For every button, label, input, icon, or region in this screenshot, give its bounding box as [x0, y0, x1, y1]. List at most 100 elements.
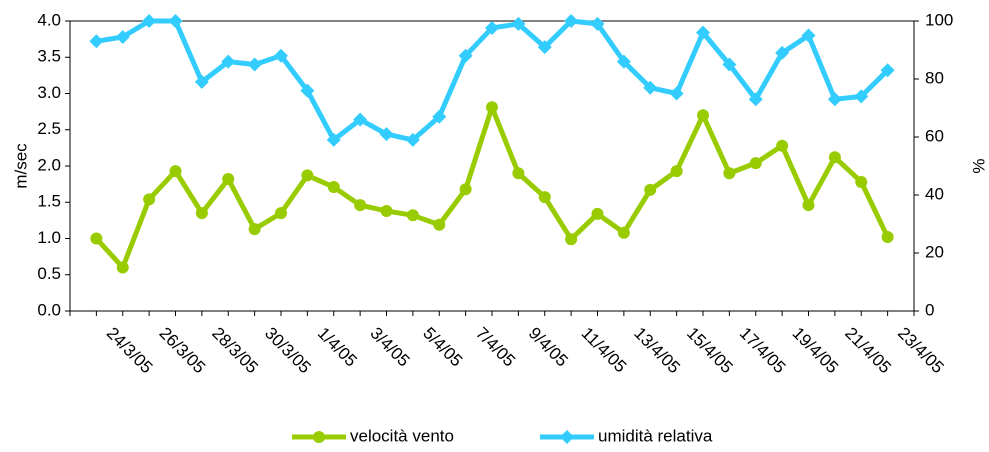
y-tick-label: 3.0	[37, 83, 61, 102]
data-point	[616, 54, 631, 69]
data-point	[827, 92, 842, 107]
y-tick-label: 1.5	[37, 192, 61, 211]
data-point	[432, 109, 447, 124]
data-point	[749, 157, 762, 170]
data-point	[326, 132, 341, 147]
x-tick-label: 13/4/05	[630, 324, 684, 378]
data-point	[854, 89, 869, 104]
data-point	[89, 34, 104, 49]
data-point	[776, 139, 789, 152]
data-point	[459, 183, 472, 196]
data-point	[880, 63, 895, 78]
x-tick-label: 19/4/05	[789, 324, 843, 378]
data-point	[143, 193, 156, 206]
y2-tick-label: 60	[925, 126, 944, 145]
data-point	[881, 231, 894, 244]
x-tick-label: 30/3/05	[261, 324, 315, 378]
x-tick-label: 17/4/05	[736, 324, 790, 378]
data-point	[115, 29, 130, 44]
data-point	[247, 57, 262, 72]
data-point	[433, 218, 446, 231]
data-point	[405, 132, 420, 147]
series-line	[95, 18, 890, 143]
data-point	[748, 92, 763, 107]
y2-tick-label: 100	[925, 10, 953, 29]
data-point	[644, 183, 657, 196]
data-point	[354, 199, 367, 212]
data-point	[380, 204, 393, 217]
data-point	[512, 167, 525, 180]
legend-label: velocità vento	[350, 426, 454, 445]
data-point	[222, 173, 235, 186]
x-tick-label: 21/4/05	[841, 324, 895, 378]
y2-tick-label: 40	[925, 184, 944, 203]
data-point	[485, 20, 499, 35]
data-point	[90, 232, 103, 245]
data-point	[353, 112, 368, 127]
data-point	[537, 40, 552, 55]
x-tick-label: 26/3/05	[156, 324, 210, 378]
legend-marker	[560, 430, 574, 444]
y2-tick-label: 0	[925, 300, 934, 319]
y-tick-label: 0.0	[37, 300, 61, 319]
data-point	[564, 14, 579, 28]
data-point	[458, 48, 473, 63]
y2-axis-label: %	[969, 158, 988, 173]
data-point	[142, 14, 157, 28]
x-tick-label: 1/4/05	[314, 324, 361, 371]
y-tick-label: 2.5	[37, 119, 61, 138]
data-point	[275, 207, 287, 220]
y2-tick-label: 80	[925, 68, 944, 87]
data-point	[590, 16, 605, 31]
data-point	[565, 233, 578, 246]
y2-tick-label: 20	[925, 242, 944, 261]
data-point	[221, 54, 236, 69]
data-point	[168, 14, 183, 28]
legend-label: umidità relativa	[598, 426, 713, 445]
x-tick-label: 3/4/05	[367, 324, 414, 371]
data-point	[194, 74, 209, 89]
data-point	[722, 57, 737, 72]
y-axis-label: m/sec	[11, 143, 30, 189]
data-point	[169, 165, 182, 178]
data-point	[301, 169, 314, 182]
x-tick-label: 9/4/05	[525, 324, 572, 371]
x-tick-label: 11/4/05	[578, 324, 631, 377]
data-point	[855, 175, 868, 188]
data-point	[406, 209, 419, 222]
y-tick-label: 3.5	[37, 47, 61, 66]
data-point	[723, 167, 736, 180]
y-tick-label: 4.0	[37, 10, 61, 29]
data-point	[538, 191, 551, 204]
x-tick-label: 28/3/05	[208, 324, 262, 378]
data-point	[327, 181, 340, 194]
data-point	[300, 83, 315, 98]
data-point	[802, 199, 815, 212]
data-point	[511, 16, 526, 31]
y-tick-label: 2.0	[37, 155, 61, 174]
x-tick-label: 23/4/05	[894, 324, 948, 378]
data-point	[697, 109, 709, 122]
data-point	[775, 45, 790, 60]
data-point	[669, 86, 684, 101]
legend-marker	[313, 431, 325, 443]
data-point	[274, 48, 288, 63]
data-point	[195, 207, 208, 220]
data-point	[670, 165, 683, 178]
data-point	[828, 151, 841, 164]
x-tick-label: 24/3/05	[103, 324, 157, 378]
data-point	[116, 261, 129, 274]
data-point	[591, 207, 604, 220]
series-line	[94, 104, 890, 270]
x-tick-label: 5/4/05	[419, 324, 466, 371]
x-tick-label: 15/4/05	[683, 324, 737, 378]
data-point	[696, 25, 710, 40]
data-point	[379, 127, 394, 142]
y-tick-label: 1.0	[37, 228, 61, 247]
data-point	[801, 28, 816, 43]
data-point	[643, 80, 658, 95]
data-point	[248, 223, 261, 236]
data-point	[486, 101, 498, 114]
data-point	[617, 226, 630, 239]
